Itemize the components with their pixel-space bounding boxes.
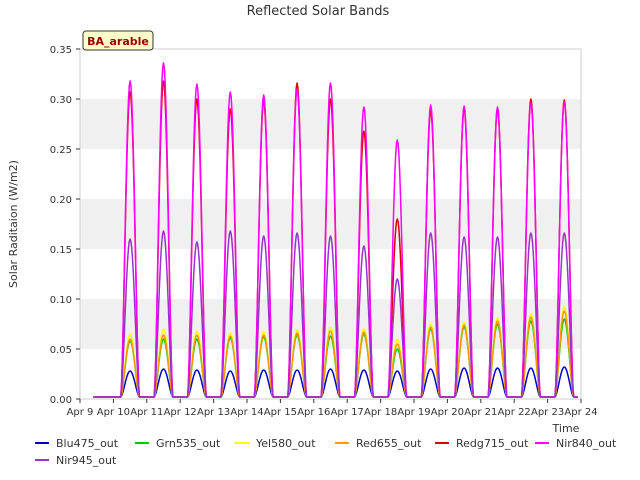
grid-bands: [80, 49, 581, 399]
grid-band: [80, 99, 581, 149]
x-tick-label: Apr 16: [297, 407, 330, 418]
x-tick-label: Apr 24: [564, 407, 597, 418]
x-tick-label: Apr 11: [130, 407, 163, 418]
x-tick-label: Apr 20: [431, 407, 464, 418]
legend-label: Nir840_out: [556, 437, 617, 450]
x-tick-label: Apr 14: [230, 407, 263, 418]
y-tick-label: 0.15: [50, 245, 72, 256]
site-badge: BA_arable: [82, 30, 154, 51]
legend-label: Blu475_out: [56, 437, 119, 450]
x-tick-label: Apr 12: [164, 407, 197, 418]
grid-band: [80, 299, 581, 349]
y-tick-label: 0.30: [50, 95, 72, 106]
grid-band: [80, 249, 581, 299]
x-tick-label: Apr 13: [197, 407, 230, 418]
legend-label: Yel580_out: [255, 437, 316, 450]
x-tick-label: Apr 21: [464, 407, 497, 418]
legend-label: Nir945_out: [56, 454, 117, 467]
grid-band: [80, 199, 581, 249]
legend-label: Red655_out: [356, 437, 422, 450]
legend: Blu475_out Grn535_out Yel580_out Red655_out…: [35, 437, 617, 467]
y-tick-label: 0.35: [50, 45, 72, 56]
series-lines: [93, 62, 578, 398]
x-tick-label: Apr 22: [498, 407, 531, 418]
grid-band: [80, 349, 581, 399]
site-badge-label: BA_arable: [87, 35, 149, 48]
legend-item: Yel580_out: [235, 437, 316, 450]
y-axis-label: Solar Raditaion (W/m2): [7, 160, 20, 288]
chart-title: Reflected Solar Bands: [247, 4, 390, 19]
legend-item: Blu475_out: [35, 437, 119, 450]
x-tick-label: Apr 19: [397, 407, 430, 418]
legend-item: Redg715_out: [435, 437, 529, 450]
x-tick-label: Apr 18: [364, 407, 397, 418]
y-tick-label: 0.25: [50, 145, 72, 156]
series-line-nir945-out: [93, 230, 578, 398]
x-tick-label: Apr 9: [67, 407, 94, 418]
legend-item: Nir945_out: [35, 454, 117, 467]
legend-item: Grn535_out: [135, 437, 221, 450]
x-tick-label: Apr 10: [97, 407, 130, 418]
y-tick-label: 0.10: [50, 295, 72, 306]
plot-frame: [79, 48, 582, 400]
x-axis-label: Time: [552, 422, 580, 435]
y-tick-label: 0.00: [50, 395, 72, 406]
grid-band: [80, 149, 581, 199]
x-tick-label: Apr 15: [264, 407, 297, 418]
y-tick-label: 0.20: [50, 195, 72, 206]
y-tick-label: 0.05: [50, 345, 72, 356]
x-tick-label: Apr 23: [531, 407, 564, 418]
legend-item: Red655_out: [335, 437, 422, 450]
legend-item: Nir840_out: [535, 437, 617, 450]
legend-label: Redg715_out: [456, 437, 529, 450]
legend-label: Grn535_out: [156, 437, 221, 450]
grid-band: [80, 49, 581, 99]
x-tick-label: Apr 17: [331, 407, 364, 418]
